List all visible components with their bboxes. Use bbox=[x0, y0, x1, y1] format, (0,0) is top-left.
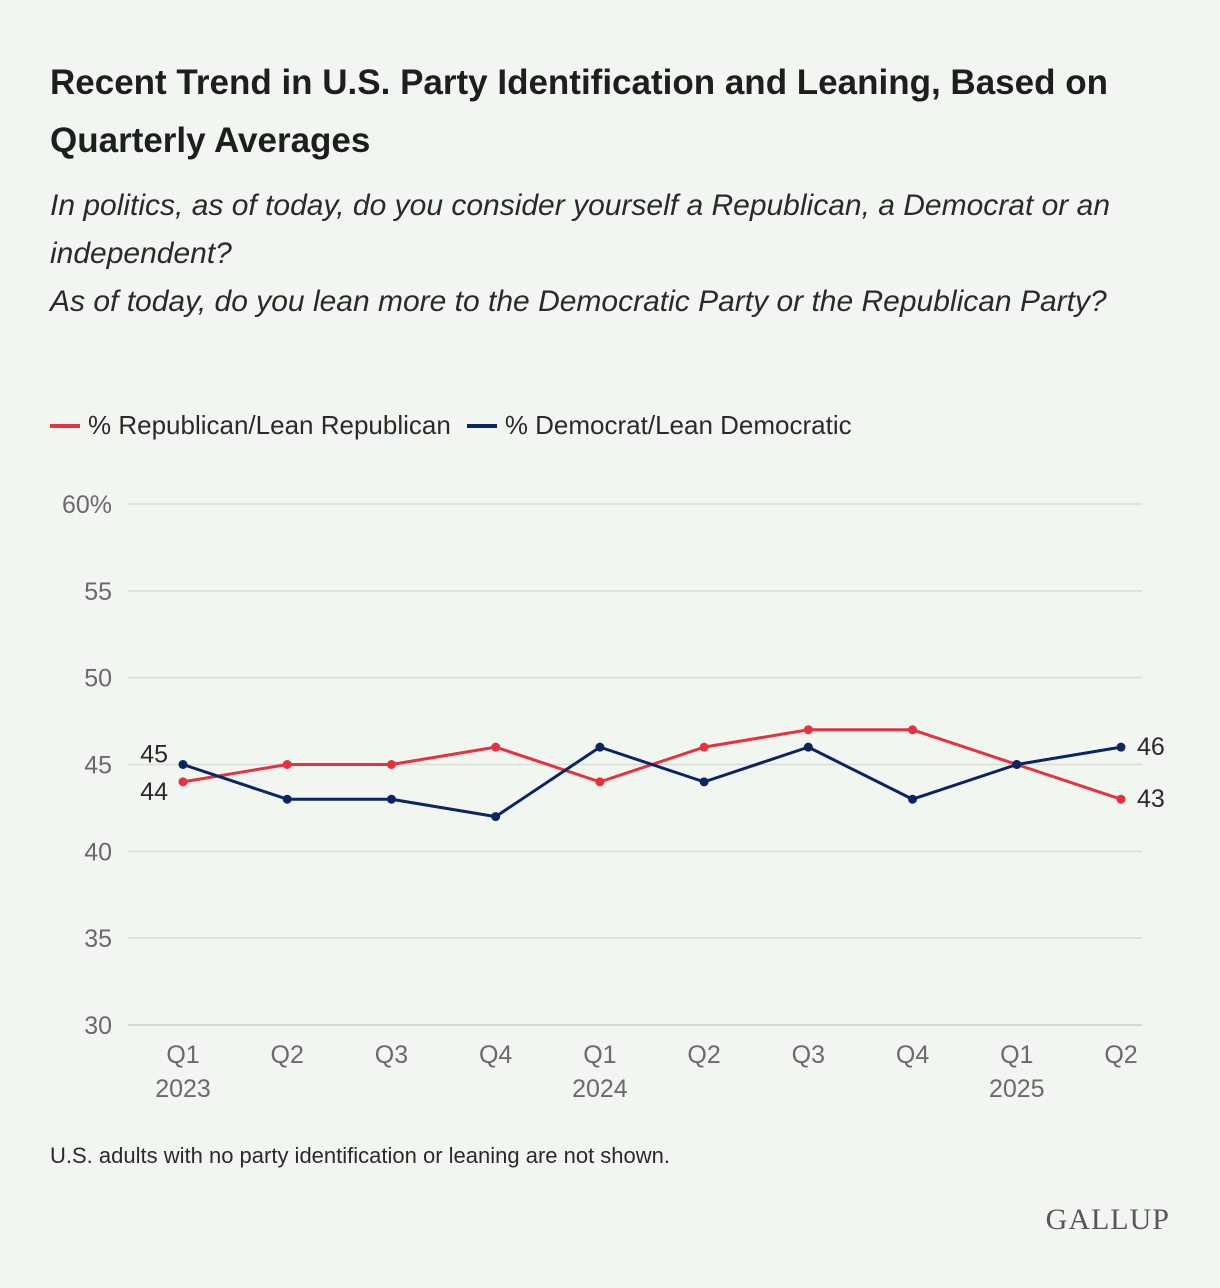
series-line-democrat bbox=[182, 745, 1122, 819]
legend-item-republican: % Republican/Lean Republican bbox=[50, 410, 451, 441]
data-point-republican bbox=[491, 742, 501, 752]
x-tick-label: Q1 bbox=[166, 1041, 199, 1069]
data-point-democrat bbox=[491, 812, 501, 822]
y-tick-label: 45 bbox=[84, 752, 112, 780]
x-tick-label: Q1 bbox=[1000, 1041, 1033, 1069]
question-1: In politics, as of today, do you conside… bbox=[50, 189, 1111, 270]
x-tick-year-label: 2024 bbox=[572, 1075, 628, 1103]
data-point-democrat bbox=[1012, 760, 1022, 769]
y-tick-label: 35 bbox=[84, 925, 112, 953]
chart-subtitle: In politics, as of today, do you conside… bbox=[50, 182, 1180, 326]
legend: % Republican/Lean Republican % Democrat/… bbox=[50, 410, 868, 441]
question-2: As of today, do you lean more to the Dem… bbox=[50, 285, 1107, 318]
data-point-republican bbox=[699, 742, 709, 752]
data-point-republican bbox=[386, 760, 396, 769]
footnote: U.S. adults with no party identification… bbox=[50, 1143, 671, 1168]
legend-item-democrat: % Democrat/Lean Democratic bbox=[466, 410, 852, 441]
data-point-republican bbox=[595, 777, 605, 787]
data-point-democrat bbox=[595, 742, 605, 752]
data-point-democrat bbox=[178, 760, 188, 769]
x-tick-year-label: 2023 bbox=[155, 1075, 211, 1103]
data-point-democrat bbox=[803, 742, 813, 752]
data-point-democrat bbox=[282, 794, 292, 804]
y-tick-label: 30 bbox=[84, 1012, 112, 1040]
x-tick-label: Q2 bbox=[687, 1041, 720, 1069]
data-point-republican bbox=[282, 760, 292, 769]
data-label-end-democrat: 46 bbox=[1137, 733, 1165, 761]
data-point-democrat bbox=[386, 794, 396, 804]
data-label-end-republican: 43 bbox=[1137, 785, 1165, 813]
y-tick-label: 55 bbox=[84, 578, 112, 606]
y-tick-label: 50 bbox=[84, 665, 112, 693]
data-point-democrat bbox=[699, 777, 709, 787]
chart-title: Recent Trend in U.S. Party Identificatio… bbox=[50, 63, 1108, 160]
data-label-start-republican: 44 bbox=[140, 778, 168, 806]
data-point-democrat bbox=[908, 794, 918, 804]
data-point-democrat bbox=[1116, 742, 1126, 752]
data-point-republican bbox=[1116, 794, 1126, 804]
data-point-republican bbox=[803, 725, 813, 735]
data-point-republican bbox=[178, 777, 188, 787]
x-tick-label: Q3 bbox=[375, 1041, 408, 1069]
x-tick-label: Q3 bbox=[792, 1041, 825, 1069]
x-tick-label: Q4 bbox=[479, 1041, 512, 1069]
data-point-republican bbox=[908, 725, 918, 735]
legend-label-republican: % Republican/Lean Republican bbox=[88, 410, 451, 440]
x-tick-year-label: 2025 bbox=[989, 1075, 1045, 1103]
legend-swatch-republican bbox=[50, 423, 80, 428]
y-tick-label: 60% bbox=[62, 491, 112, 519]
data-label-start-democrat: 45 bbox=[140, 741, 168, 769]
legend-label-democrat: % Democrat/Lean Democratic bbox=[504, 410, 852, 440]
legend-swatch-democrat bbox=[466, 423, 497, 428]
x-tick-label: Q4 bbox=[896, 1041, 929, 1069]
x-tick-label: Q2 bbox=[1104, 1041, 1137, 1069]
gallup-logo: GALLUP bbox=[1045, 1203, 1170, 1236]
y-tick-label: 40 bbox=[84, 838, 112, 866]
x-tick-label: Q1 bbox=[583, 1041, 616, 1069]
x-tick-label: Q2 bbox=[271, 1041, 304, 1069]
